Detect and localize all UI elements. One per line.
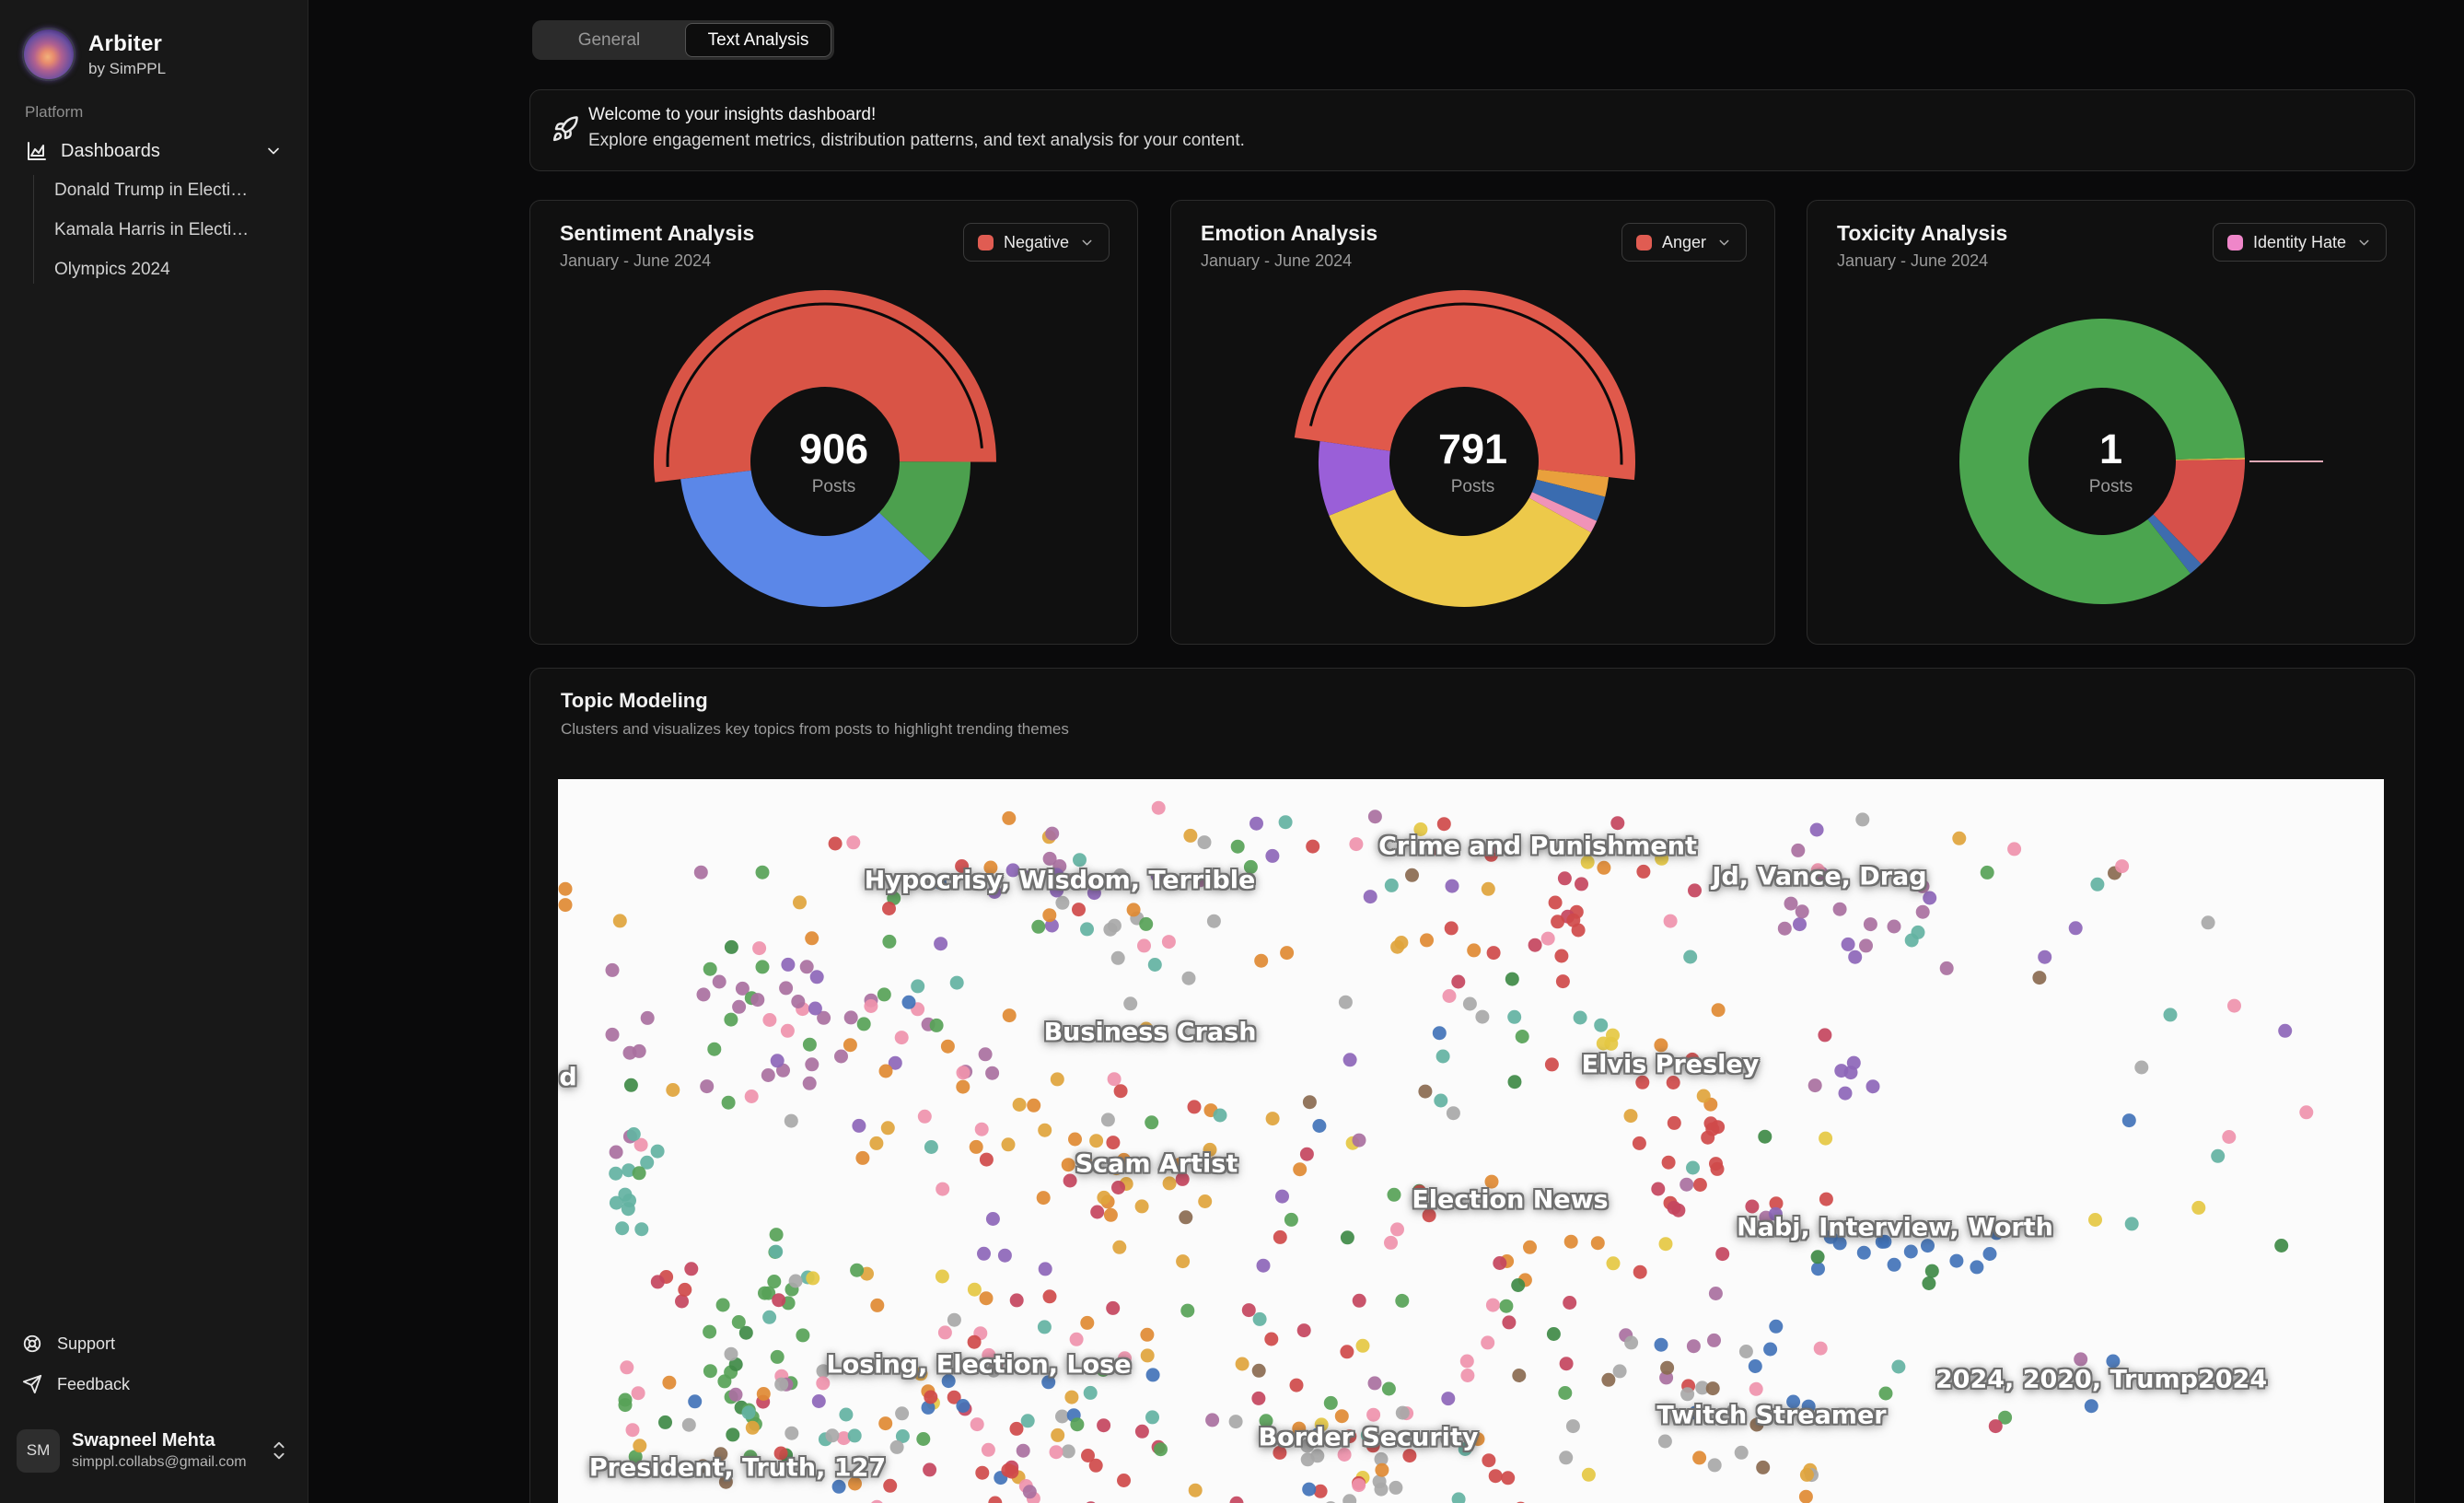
sidebar-item-support[interactable]: Support bbox=[22, 1334, 115, 1354]
brand-name: Arbiter bbox=[88, 30, 163, 56]
card-subtitle: January - June 2024 bbox=[1837, 251, 1989, 270]
sidebar-item-feedback[interactable]: Feedback bbox=[22, 1374, 130, 1394]
chevron-down-icon bbox=[2359, 239, 2369, 245]
user-menu[interactable]: SM Swapneel Mehta simppl.collabs@gmail.c… bbox=[17, 1423, 293, 1478]
avatar: SM bbox=[17, 1428, 60, 1473]
sentiment-donut-chart[interactable]: 906 Posts bbox=[622, 259, 1046, 664]
chevron-down-icon bbox=[1082, 239, 1092, 245]
banner-subtitle: Explore engagement metrics, distribution… bbox=[588, 131, 1245, 150]
toxicity-filter-dropdown[interactable]: Identity Hate bbox=[2212, 223, 2387, 262]
scatter-canvas bbox=[558, 800, 2314, 1503]
chevron-down-icon[interactable] bbox=[264, 142, 283, 160]
chevron-up-down-icon bbox=[273, 1441, 285, 1460]
card-title: Toxicity Analysis bbox=[1837, 221, 2008, 245]
support-label: Support bbox=[57, 1334, 116, 1353]
dropdown-label: Negative bbox=[1003, 232, 1069, 251]
send-icon bbox=[22, 1374, 42, 1394]
sentiment-analysis-card: Sentiment Analysis January - June 2024 N… bbox=[529, 200, 1138, 645]
dropdown-label: Identity Hate bbox=[2252, 232, 2346, 251]
card-subtitle: January - June 2024 bbox=[1201, 251, 1353, 270]
view-tabs: General Text Analysis bbox=[532, 20, 834, 60]
tab-general[interactable]: General bbox=[577, 29, 641, 50]
toxicity-donut-chart[interactable]: 1 Posts bbox=[1900, 259, 2342, 664]
tab-text-analysis[interactable]: Text Analysis bbox=[685, 23, 831, 57]
feedback-label: Feedback bbox=[57, 1374, 131, 1393]
emotion-donut-chart[interactable]: 791 Posts bbox=[1261, 259, 1685, 664]
sentiment-dot bbox=[977, 234, 994, 250]
toxicity-dot bbox=[2226, 234, 2243, 250]
rocket-icon bbox=[552, 116, 578, 142]
topic-scatter-plot[interactable]: Hypocrisy, Wisdom, Terrible Crime and Pun… bbox=[558, 779, 2384, 1503]
nav-tree-line bbox=[33, 175, 34, 284]
emotion-dot bbox=[1635, 234, 1652, 250]
sidebar-item-donald-trump[interactable]: Donald Trump in Electi… bbox=[54, 181, 249, 200]
area-chart-icon bbox=[28, 142, 46, 160]
topic-modeling-title: Topic Modeling bbox=[561, 689, 708, 712]
dropdown-label: Anger bbox=[1661, 232, 1706, 251]
user-name: Swapneel Mehta bbox=[72, 1430, 215, 1451]
sentiment-filter-dropdown[interactable]: Negative bbox=[962, 223, 1110, 262]
sidebar-item-olympics-2024[interactable]: Olympics 2024 bbox=[54, 260, 170, 279]
chevron-down-icon bbox=[1719, 239, 1729, 245]
toxicity-analysis-card: Toxicity Analysis January - June 2024 Id… bbox=[1807, 200, 2415, 645]
sidebar-item-dashboards[interactable]: Dashboards bbox=[15, 134, 294, 169]
life-buoy-icon bbox=[23, 1334, 41, 1353]
arbiter-logo bbox=[22, 28, 76, 81]
card-title: Emotion Analysis bbox=[1201, 221, 1378, 245]
brand-byline: by SimPPL bbox=[88, 59, 167, 77]
emotion-analysis-card: Emotion Analysis January - June 2024 Ang… bbox=[1170, 200, 1775, 645]
topic-modeling-subtitle: Clusters and visualizes key topics from … bbox=[561, 720, 1069, 738]
brand: Arbiter by SimPPL bbox=[22, 28, 166, 81]
welcome-banner: Welcome to your insights dashboard! Expl… bbox=[529, 89, 2415, 171]
emotion-filter-dropdown[interactable]: Anger bbox=[1621, 223, 1747, 262]
user-email: simppl.collabs@gmail.com bbox=[72, 1454, 247, 1470]
dashboards-label: Dashboards bbox=[61, 140, 160, 161]
topic-modeling-card: Topic Modeling Clusters and visualizes k… bbox=[529, 668, 2415, 1503]
sidebar-item-kamala-harris[interactable]: Kamala Harris in Electi… bbox=[54, 220, 250, 239]
banner-title: Welcome to your insights dashboard! bbox=[588, 105, 877, 124]
platform-section-label: Platform bbox=[25, 103, 84, 121]
card-title: Sentiment Analysis bbox=[560, 221, 755, 245]
card-subtitle: January - June 2024 bbox=[560, 251, 712, 270]
sidebar: Arbiter by SimPPL Platform Dashboards Do… bbox=[0, 0, 308, 1503]
